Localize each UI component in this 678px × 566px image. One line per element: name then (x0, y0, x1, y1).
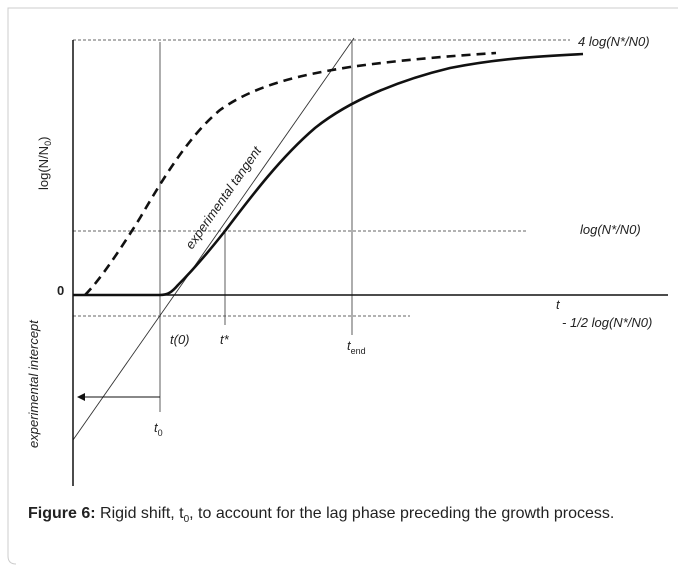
middle-level-label: log(N*/N0) (580, 222, 641, 237)
t0-sub: 0 (158, 428, 163, 438)
t-end-sub: end (351, 346, 366, 356)
t0-label: t0 (154, 420, 163, 438)
x-axis-label: t (556, 297, 561, 312)
t-star-label: t* (220, 332, 230, 347)
caption-text: Rigid shift, t (95, 505, 184, 522)
y-label-base: log(N/N (36, 146, 51, 190)
t-end-base: t (347, 338, 352, 353)
caption-sub: 0 (183, 514, 190, 526)
origin-label: 0 (57, 283, 64, 298)
bottom-level-label: - 1/2 log(N*/N0) (562, 315, 652, 330)
intercept-label: experimental intercept (26, 319, 41, 448)
t-end-label: tend (347, 338, 366, 356)
growth-curve (73, 52, 584, 297)
caption-label: Figure 6: (28, 505, 96, 522)
shifted-curve (84, 51, 497, 296)
y-axis-label: log(N/N0) (36, 137, 53, 190)
t0-base: t (154, 420, 159, 435)
y-label-sub: 0 (43, 141, 53, 146)
top-level-label: 4 log(N*/N0) (578, 34, 650, 49)
tangent-line (72, 37, 355, 441)
t-zero-paren-label: t(0) (170, 332, 190, 347)
frame (7, 7, 678, 565)
caption-text-after: , to account for the lag phase preceding… (189, 505, 615, 522)
y-label-tail: ) (36, 137, 51, 141)
caption: Figure 6: Rigid shift, t0, to account fo… (28, 503, 666, 530)
